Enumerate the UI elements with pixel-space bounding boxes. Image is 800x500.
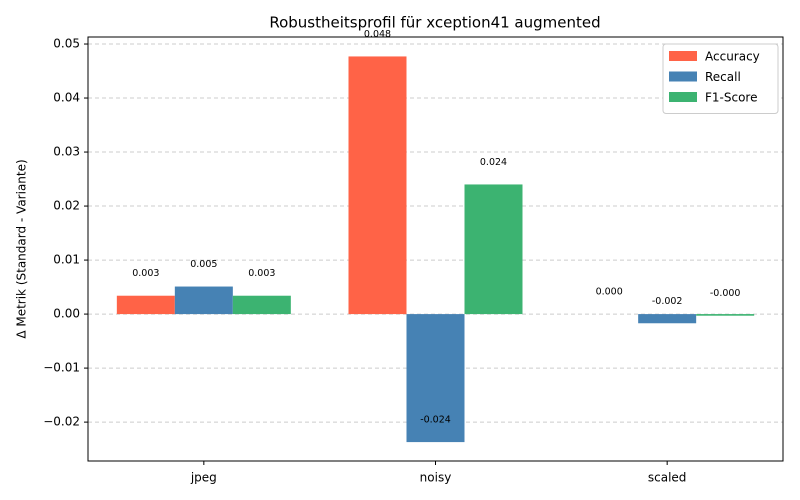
legend-swatch bbox=[669, 71, 697, 82]
value-label: 0.003 bbox=[248, 268, 275, 279]
legend-swatch bbox=[669, 92, 697, 102]
y-tick-label: 0.05 bbox=[53, 37, 80, 51]
y-tick-label: 0.00 bbox=[53, 307, 80, 321]
bar bbox=[174, 286, 233, 315]
x-tick-label: scaled bbox=[648, 471, 687, 485]
y-tick-label: 0.01 bbox=[53, 253, 80, 267]
value-label: 0.024 bbox=[480, 157, 507, 168]
chart-title: Robustheitsprofil für xception41 augment… bbox=[269, 14, 600, 32]
bar bbox=[232, 295, 291, 315]
value-label: -0.000 bbox=[710, 288, 741, 299]
value-label: 0.003 bbox=[132, 268, 159, 279]
legend-label: Accuracy bbox=[705, 50, 760, 64]
x-tick-label: jpeg bbox=[190, 471, 217, 485]
y-tick-label: 0.03 bbox=[53, 145, 80, 159]
y-tick-label: 0.04 bbox=[53, 91, 80, 105]
legend-label: Recall bbox=[705, 70, 741, 84]
bar bbox=[348, 56, 407, 315]
legend: Accuracy Recall F1-Score bbox=[662, 43, 779, 114]
bar bbox=[116, 295, 175, 315]
value-label: 0.000 bbox=[596, 287, 623, 298]
legend-label: F1-Score bbox=[705, 91, 757, 105]
value-label: 0.048 bbox=[364, 29, 391, 40]
x-tick-label: noisy bbox=[420, 471, 452, 485]
y-tick-label: −0.01 bbox=[43, 361, 80, 375]
plot-frame bbox=[87, 36, 784, 462]
bar bbox=[638, 314, 697, 324]
bar bbox=[464, 184, 523, 315]
value-label: -0.002 bbox=[652, 296, 683, 307]
legend-swatch bbox=[669, 51, 697, 61]
y-tick-label: −0.02 bbox=[43, 415, 80, 429]
value-label: 0.005 bbox=[190, 259, 217, 270]
bar bbox=[696, 314, 755, 316]
bar bbox=[406, 314, 465, 443]
y-axis-label: Δ Metrik (Standard - Variante) bbox=[15, 159, 29, 338]
value-label: -0.024 bbox=[420, 415, 451, 426]
y-tick-label: 0.02 bbox=[53, 199, 80, 213]
